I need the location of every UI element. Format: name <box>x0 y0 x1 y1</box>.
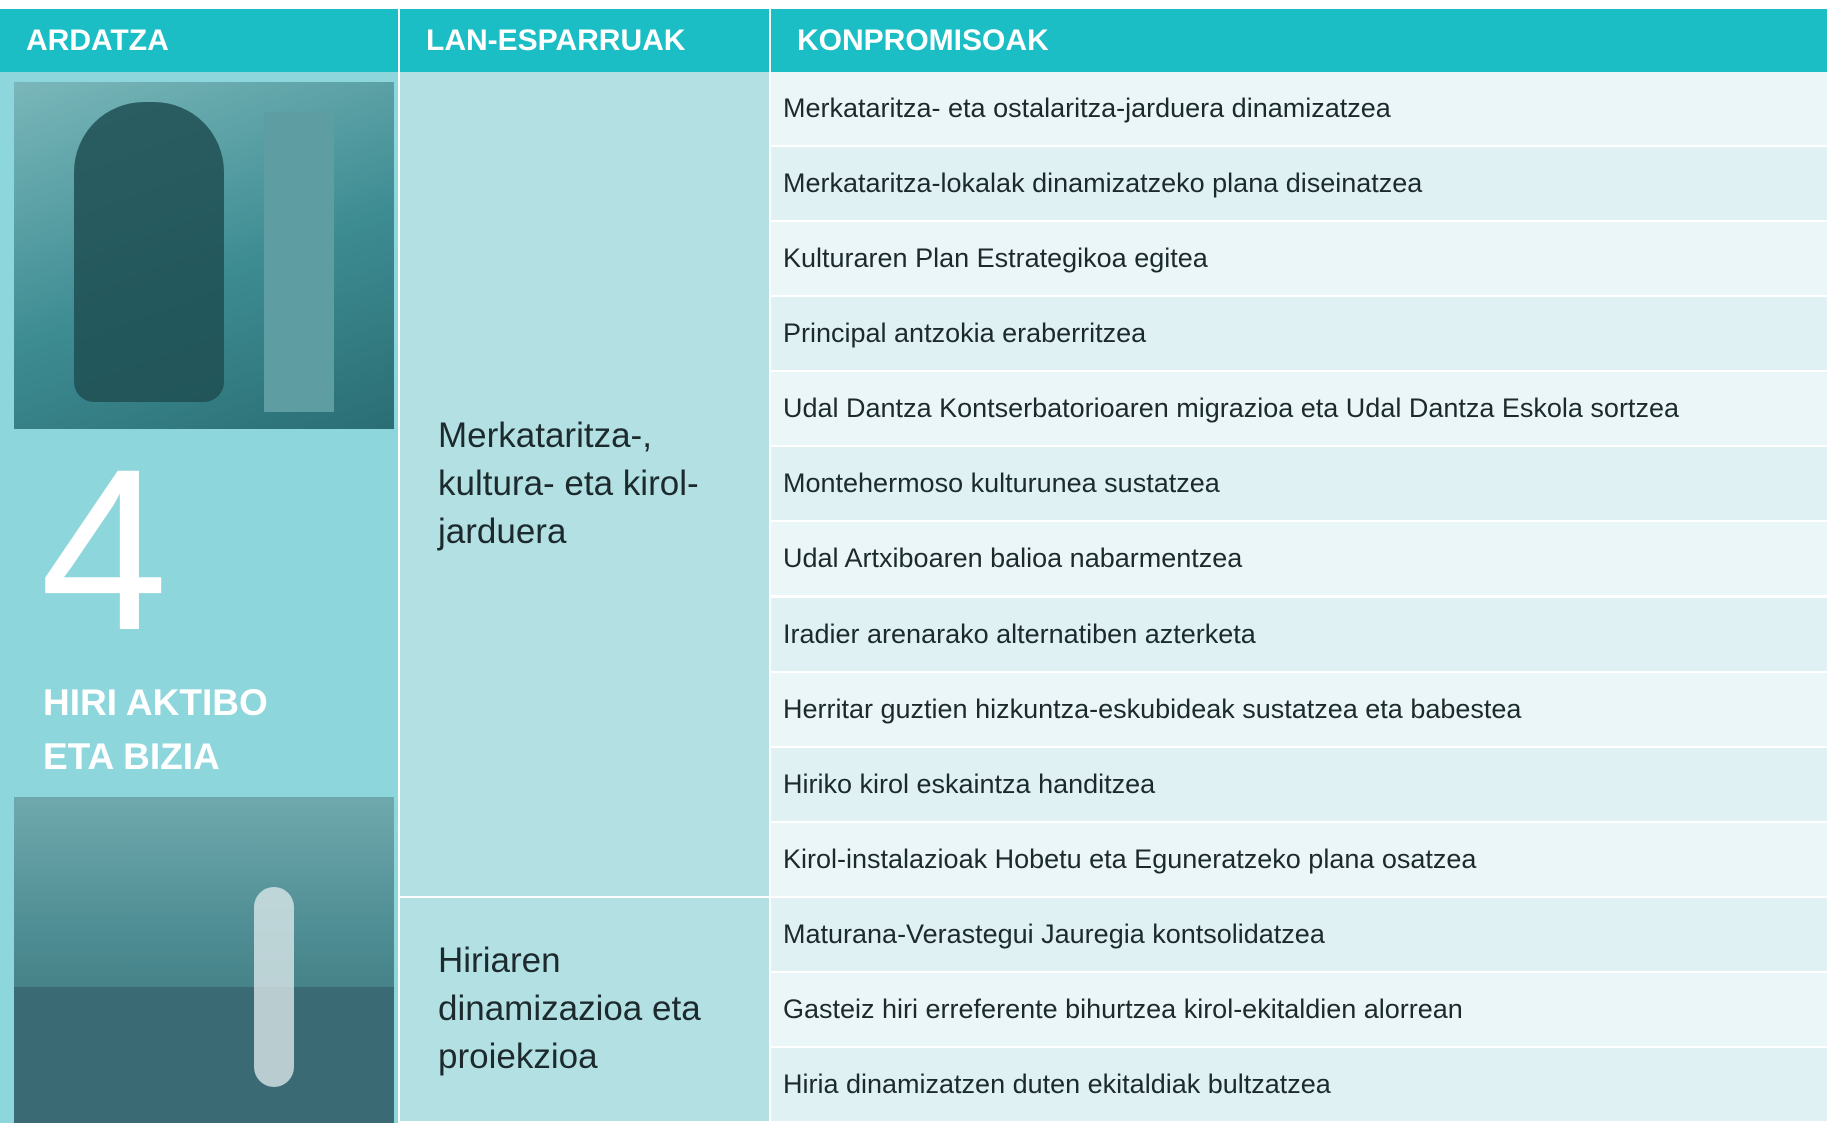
column-header: ARDATZA <box>0 9 398 72</box>
commitment: Udal Artxiboaren balioa nabarmentzea <box>771 522 1827 598</box>
commitment: Maturana-Verastegui Jauregia kontsolidat… <box>771 897 1827 973</box>
runner <box>254 887 294 1087</box>
silhouette <box>74 102 224 402</box>
commitment: Principal antzokia eraberritzea <box>771 297 1827 373</box>
commitment: Udal Dantza Kontserbatorioaren migrazioa… <box>771 372 1827 448</box>
commitment: Gasteiz hiri erreferente bihurtzea kirol… <box>771 972 1827 1048</box>
axis-title: HIRI AKTIBO ETA BIZIA <box>43 676 268 784</box>
axis-number: 4 <box>40 421 168 678</box>
commitment: Herritar guztien hizkuntza-eskubideak su… <box>771 672 1827 748</box>
axis-title-line: ETA BIZIA <box>43 736 220 777</box>
commitment: Montehermoso kulturunea sustatzea <box>771 447 1827 523</box>
commitment: Merkataritza- eta ostalaritza-jarduera d… <box>771 72 1827 148</box>
tower <box>264 112 334 412</box>
track <box>14 987 394 1123</box>
column-header: LAN-ESPARRUAK <box>400 9 769 72</box>
area-label: Merkataritza-, kultura- eta kirol-jardue… <box>400 72 769 898</box>
photo-ironman <box>14 797 394 1123</box>
photo-violinist <box>14 82 394 429</box>
commitment: Kulturaren Plan Estrategikoa egitea <box>771 222 1827 298</box>
column-header: KONPROMISOAK <box>771 9 1827 72</box>
commitment: Hiria dinamizatzen duten ekitaldiak bult… <box>771 1047 1827 1123</box>
axis-title-line: HIRI AKTIBO <box>43 682 268 723</box>
area-label: Hiriaren dinamizazioa eta proiekzioa <box>400 897 769 1123</box>
commitment: Hiriko kirol eskaintza handitzea <box>771 747 1827 823</box>
commitment: Kirol-instalazioak Hobetu eta Eguneratze… <box>771 822 1827 898</box>
commitment: Merkataritza-lokalak dinamizatzeko plana… <box>771 147 1827 223</box>
commitment: Iradier arenarako alternatiben azterketa <box>771 597 1827 673</box>
